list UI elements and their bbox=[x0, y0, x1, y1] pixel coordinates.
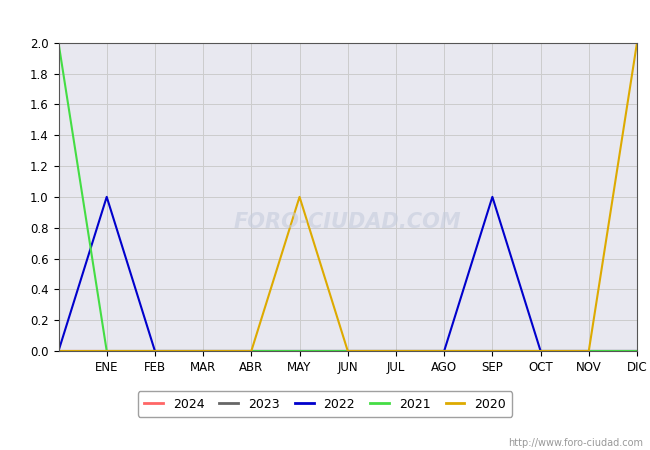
Legend: 2024, 2023, 2022, 2021, 2020: 2024, 2023, 2022, 2021, 2020 bbox=[138, 391, 512, 417]
Text: http://www.foro-ciudad.com: http://www.foro-ciudad.com bbox=[508, 438, 644, 448]
Text: FORO-CIUDAD.COM: FORO-CIUDAD.COM bbox=[234, 212, 462, 232]
Text: Matriculaciones de Vehiculos en Cervera de Buitrago: Matriculaciones de Vehiculos en Cervera … bbox=[112, 12, 538, 27]
